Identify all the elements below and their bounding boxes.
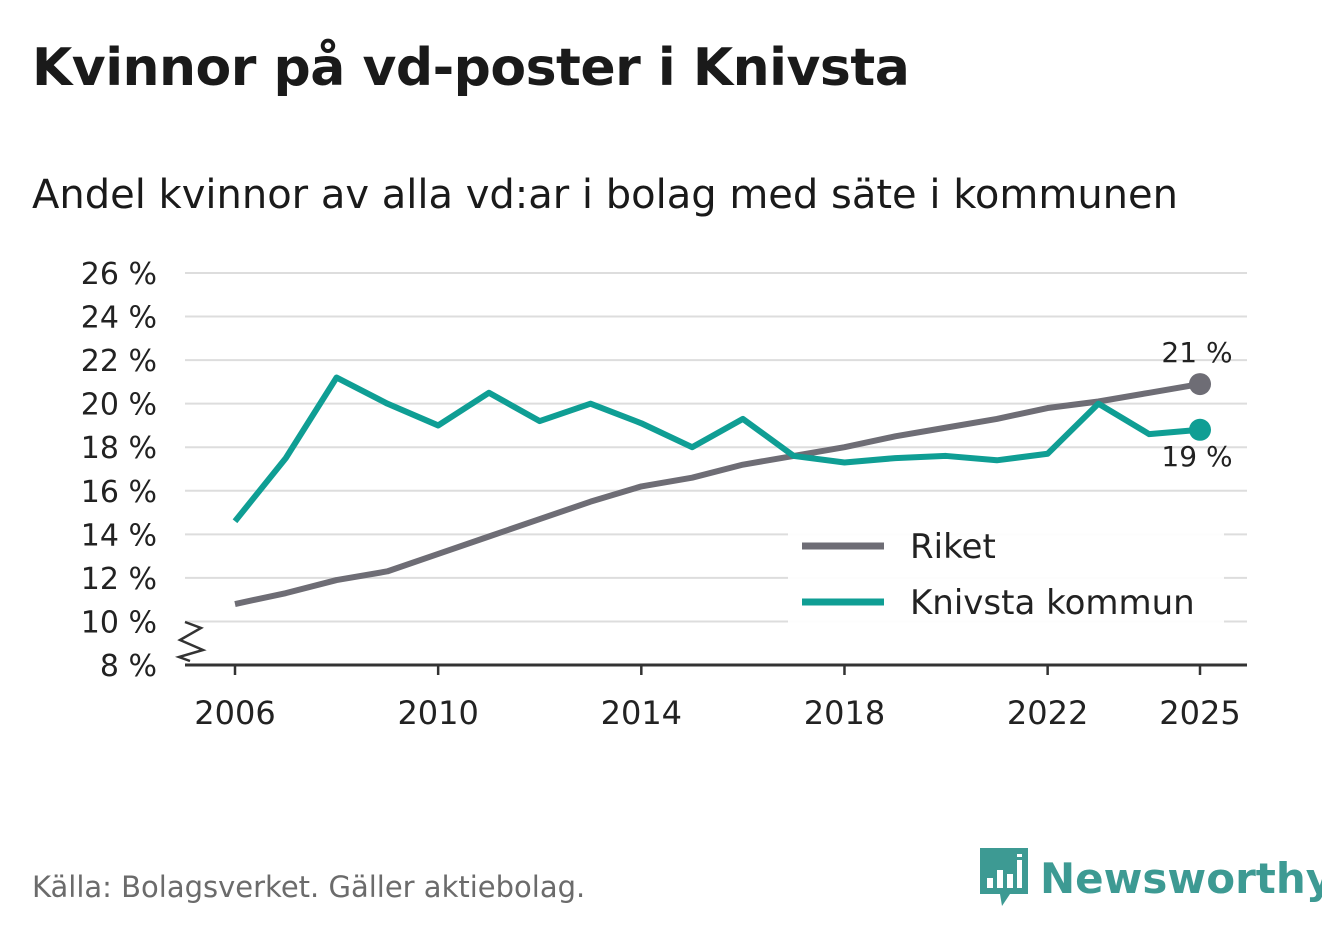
- y-tick-label: 8 %: [100, 649, 157, 684]
- end-point-knivsta: [1189, 418, 1211, 441]
- brand-logo: Newsworthy: [980, 848, 1322, 908]
- chart-subtitle: Andel kvinnor av alla vd:ar i bolag med …: [32, 172, 1178, 218]
- x-tick-label: 2014: [601, 694, 682, 732]
- x-tick-label: 2025: [1159, 694, 1240, 732]
- y-tick-label: 14 %: [81, 518, 157, 553]
- x-tick-label: 2006: [194, 694, 275, 732]
- y-tick-label: 26 %: [81, 257, 157, 292]
- series-line-riket: [234, 381, 1201, 607]
- end-point-riket: [1189, 373, 1211, 396]
- y-tick-label: 20 %: [81, 388, 157, 423]
- legend-label-knivsta: Knivsta kommun: [910, 583, 1195, 623]
- x-axis: 2006 2010 2014 2018 2022 2025: [185, 663, 1247, 732]
- y-tick-label: 24 %: [81, 301, 157, 336]
- source-note: Källa: Bolagsverket. Gäller aktiebolag.: [32, 870, 586, 904]
- gridlines: [185, 272, 1247, 623]
- y-tick-label: 22 %: [81, 344, 157, 379]
- x-tick-label: 2022: [1007, 694, 1088, 732]
- end-label-riket: 21 %: [1161, 336, 1232, 369]
- y-axis-ticks: 8 % 10 % 12 % 14 % 16 % 18 % 20 % 22 % 24 % 26 %: [81, 257, 207, 684]
- y-tick-label: 16 %: [81, 475, 157, 510]
- axis-break-icon: [174, 620, 207, 663]
- y-tick-label: 12 %: [81, 562, 157, 597]
- x-tick-label: 2010: [397, 694, 478, 732]
- series-lines: 21 % 19 %: [232, 336, 1233, 607]
- y-tick-label: 18 %: [81, 431, 157, 466]
- series-line-knivsta: [232, 374, 1201, 524]
- end-label-knivsta: 19 %: [1161, 440, 1232, 473]
- x-tick-label: 2018: [804, 694, 885, 732]
- legend: Riket Knivsta kommun: [788, 520, 1224, 628]
- bar-chart-speech-bubble-icon: [980, 848, 1028, 906]
- legend-background: [788, 520, 1224, 628]
- y-tick-label: 10 %: [81, 605, 157, 640]
- legend-label-riket: Riket: [910, 527, 996, 567]
- brand-name: Newsworthy: [1040, 853, 1322, 903]
- chart-title: Kvinnor på vd-poster i Knivsta: [32, 38, 910, 98]
